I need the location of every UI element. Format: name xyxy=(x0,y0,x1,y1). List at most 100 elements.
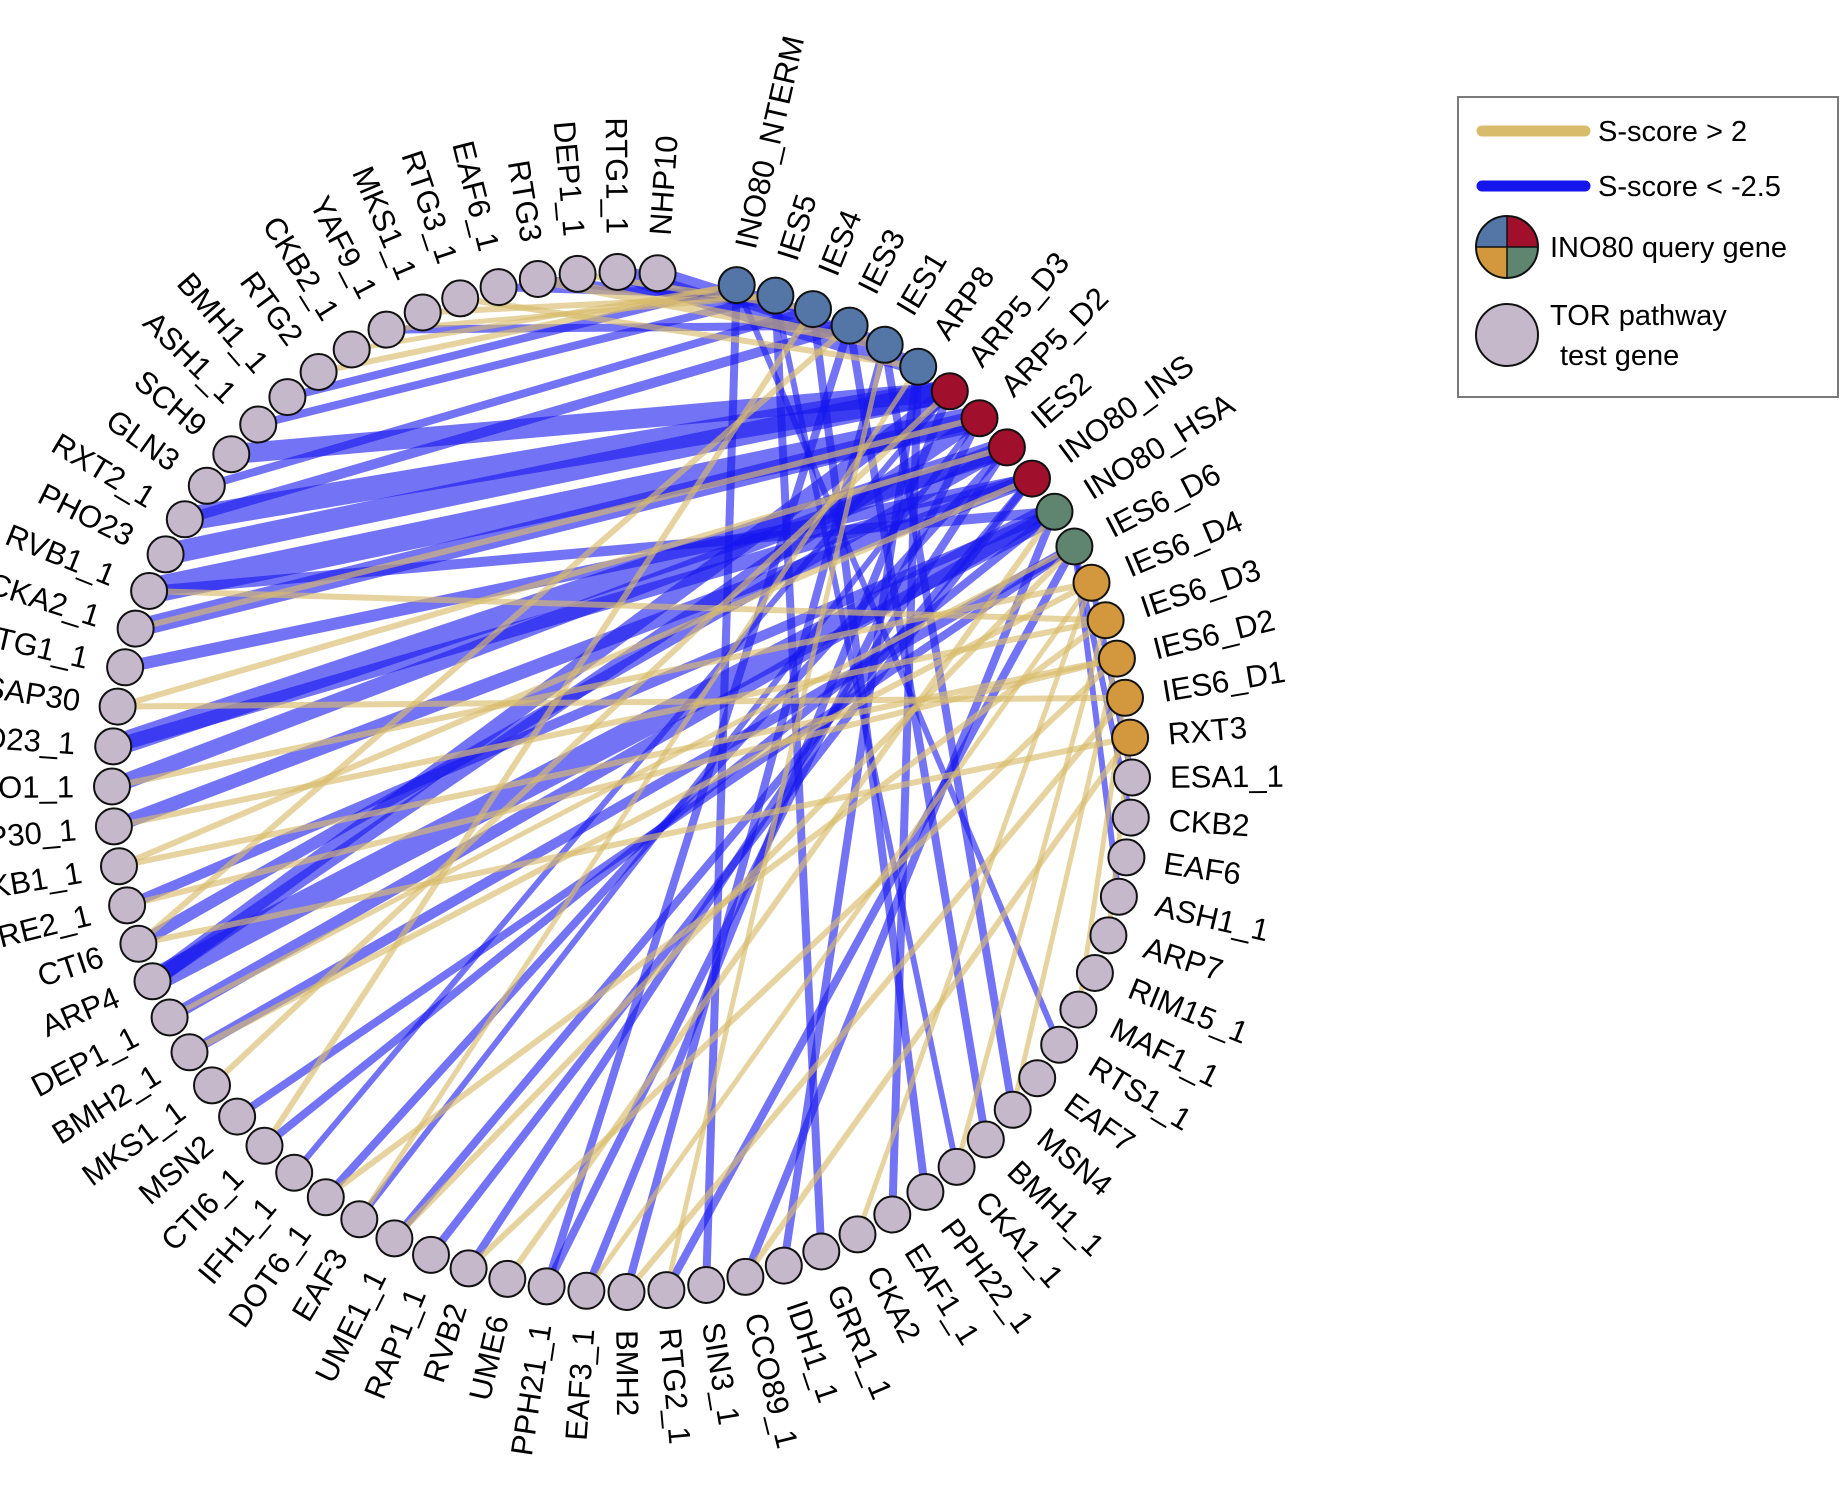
test-gene-node-ckb2-1 xyxy=(332,330,371,369)
positive-edge xyxy=(261,307,816,1148)
negative-edge xyxy=(779,366,923,1267)
test-gene-node-rtg2-1 xyxy=(647,1271,686,1310)
gene-label-esa1-1: ESA1_1 xyxy=(1170,759,1284,795)
positive-edge xyxy=(504,509,1057,1281)
legend-query-node-icon xyxy=(1475,215,1539,279)
negative-edge xyxy=(257,291,777,429)
gene-label-rtg3: RTG3 xyxy=(501,158,549,245)
test-gene-node-dep1-1 xyxy=(150,998,189,1037)
legend: S-score > 2 S-score < -2.5 INO80 query g… xyxy=(1457,96,1839,398)
positive-edge xyxy=(624,695,1128,1294)
test-gene-node-ash1-1 xyxy=(1099,877,1138,916)
legend-positive-label: S-score > 2 xyxy=(1598,116,1747,148)
query-gene-node-ino80-nterm xyxy=(717,266,756,305)
positive-edge xyxy=(536,274,886,350)
test-gene-node-bmh1-1 xyxy=(966,1120,1005,1159)
query-gene-node-ies6-d1 xyxy=(1106,678,1144,717)
test-gene-node-eaf6-1 xyxy=(479,268,518,307)
negative-edge xyxy=(111,472,1035,833)
query-gene-node-ies6-d3 xyxy=(1086,601,1125,640)
legend-query-quadrant-blue xyxy=(1476,216,1507,247)
test-gene-node-cka2-1 xyxy=(116,609,155,648)
test-gene-node-rtg2 xyxy=(299,353,338,391)
query-gene-node-ino80-hsa xyxy=(1035,492,1074,531)
test-gene-node-eaf3-1 xyxy=(567,1271,606,1310)
query-gene-node-ies6-d2 xyxy=(1097,639,1136,678)
gene-label-ies6-d1: IES6_D1 xyxy=(1160,654,1288,709)
test-gene-node-cti6 xyxy=(119,924,158,963)
test-gene-node-ifh1-1 xyxy=(275,1153,314,1192)
positive-edge xyxy=(137,734,1131,947)
gene-label-eaf6: EAF6 xyxy=(1161,846,1243,892)
positive-edge xyxy=(188,580,1093,1055)
query-gene-node-ies6-d6 xyxy=(1055,527,1094,566)
test-gene-node-cti6-1 xyxy=(245,1126,284,1165)
test-gene-node-eaf6 xyxy=(1107,838,1146,877)
gene-label-dep1-1: DEP1_1 xyxy=(547,120,592,238)
test-gene-node-nhp10 xyxy=(638,254,677,293)
legend-query-quadrant-red xyxy=(1507,216,1538,247)
positive-edge xyxy=(168,544,1076,1020)
test-gene-node-rtg3-1 xyxy=(441,279,480,318)
gene-label-eaf3-1: EAF3_1 xyxy=(559,1327,602,1441)
test-gene-node-grr1-1 xyxy=(802,1232,841,1271)
test-gene-node-ash1-1 xyxy=(239,405,278,444)
positive-edge xyxy=(466,656,1119,1271)
legend-test-label-line2: test gene xyxy=(1560,340,1679,372)
negative-edge xyxy=(356,416,982,1222)
legend-query-label: INO80 query gene xyxy=(1550,232,1787,264)
test-gene-node-ckb1-1 xyxy=(100,847,138,886)
gene-label-rtg1-1: RTG1_1 xyxy=(599,117,635,234)
positive-edge xyxy=(1010,658,1120,1111)
query-gene-node-ies3 xyxy=(830,306,869,345)
positive-edge xyxy=(386,293,776,333)
test-gene-node-sch9 xyxy=(212,435,251,474)
gene-label-rtg2-1: RTG2_1 xyxy=(652,1326,697,1445)
positive-edge xyxy=(118,655,1118,870)
test-gene-node-dot6-1 xyxy=(306,1178,345,1217)
test-gene-node-rvb2 xyxy=(449,1249,488,1288)
test-gene-node-ume1-1 xyxy=(375,1219,414,1258)
query-gene-node-ies6-d4 xyxy=(1072,563,1111,602)
test-gene-node-sap30-1 xyxy=(94,807,133,846)
test-gene-node-pho23 xyxy=(146,535,185,574)
test-gene-node-rtg3 xyxy=(518,260,557,298)
positive-edge xyxy=(584,581,1094,1293)
query-gene-node-ies2 xyxy=(987,428,1026,467)
query-gene-node-arp8 xyxy=(899,347,938,386)
test-gene-node-dep1-1 xyxy=(558,254,597,293)
query-gene-node-rxt3 xyxy=(1111,718,1150,757)
positive-edge xyxy=(954,619,1109,1168)
negative-edge xyxy=(146,501,1061,992)
negative-edge xyxy=(391,476,1036,1241)
legend-query-quadrant-green xyxy=(1507,247,1538,278)
test-gene-node-rap1-1 xyxy=(412,1235,450,1274)
test-gene-node-rim15-1 xyxy=(1075,954,1114,992)
test-gene-node-bmh2 xyxy=(607,1273,646,1311)
query-gene-node-ies1 xyxy=(865,325,904,364)
test-gene-node-mks1-1 xyxy=(193,1066,231,1105)
gene-label-bmh2: BMH2 xyxy=(609,1330,645,1416)
negative-edge xyxy=(125,507,1057,911)
gene-labels: INO80_NTERMIES5IES4IES3IES1ARP8ARP5_D3AR… xyxy=(0,33,1288,1458)
test-gene-node-rxt2-1 xyxy=(165,500,204,539)
test-gene-node-hmo1-1 xyxy=(93,767,131,806)
query-gene-node-ies4 xyxy=(794,290,832,329)
gene-label-sin3-1: SIN3_1 xyxy=(695,1320,747,1428)
test-gene-node-mks1-1 xyxy=(403,293,442,332)
interaction-edges xyxy=(109,263,1135,1294)
test-gene-node-eaf1-1 xyxy=(873,1195,912,1234)
test-gene-node-pph22-1 xyxy=(906,1173,945,1211)
test-gene-node-eaf7 xyxy=(1018,1059,1057,1098)
test-gene-node-sap30 xyxy=(98,687,137,726)
positive-edge xyxy=(459,295,919,370)
gene-label-pph21-1: PPH21_1 xyxy=(504,1321,558,1457)
test-gene-node-ckb2 xyxy=(1111,798,1150,837)
test-gene-node-yaf9-1 xyxy=(367,310,406,349)
test-gene-node-rts1-1 xyxy=(1040,1025,1079,1064)
query-gene-node-ino80-ins xyxy=(1013,459,1051,498)
positive-edge xyxy=(855,581,1094,1236)
gene-label-ckb2: CKB2 xyxy=(1167,803,1250,844)
test-gene-node-cco89-1 xyxy=(726,1257,765,1296)
